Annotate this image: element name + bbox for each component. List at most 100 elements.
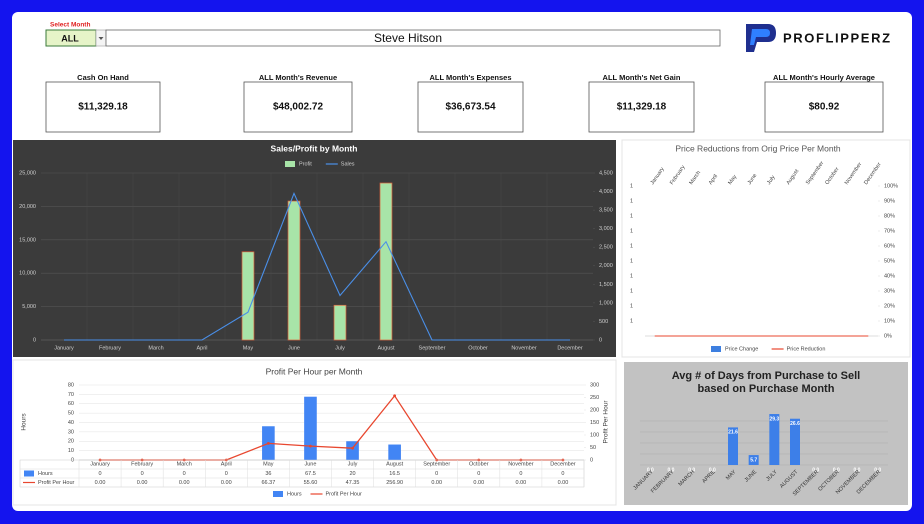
legend-label: Price Reduction — [787, 346, 826, 352]
y2-tick-label: 10% — [884, 318, 895, 324]
bar — [346, 441, 359, 460]
data-label: 0.0 — [854, 467, 861, 473]
table-header: August — [386, 461, 404, 467]
kpi-value: $11,329.18 — [617, 102, 667, 113]
table-cell: 0.00 — [516, 480, 527, 486]
y-tick-label: 1 — [630, 303, 633, 309]
bar — [769, 414, 780, 465]
x-tick-label: April — [708, 174, 719, 186]
table-cell: 0 — [225, 471, 228, 477]
y2-tick-label: 0% — [884, 333, 892, 339]
line-marker — [266, 442, 270, 445]
data-label: 29.3 — [769, 416, 779, 422]
legend-key — [273, 491, 283, 497]
data-label: 21.6 — [728, 430, 738, 436]
x-tick-label: April — [196, 345, 207, 351]
y2-tick-label: 0 — [590, 457, 593, 463]
table-header: February — [131, 461, 153, 467]
x-tick-label: June — [288, 345, 300, 351]
data-label: 0.0 — [709, 467, 716, 473]
x-tick-label: September — [419, 345, 446, 351]
table-cell: 0.00 — [95, 480, 106, 486]
table-cell: 0 — [519, 471, 522, 477]
y2-tick-label: 40% — [884, 273, 895, 279]
selected-month[interactable]: ALL — [61, 33, 79, 43]
y2-tick-label: 150 — [590, 420, 599, 426]
chart-panel — [621, 139, 911, 358]
y2-tick-label: 60% — [884, 243, 895, 249]
table-header: April — [221, 461, 232, 467]
kpi-label: ALL Month's Net Gain — [603, 73, 681, 82]
kpi-row: Cash On Hand $11,329.18 ALL Month's Revenu… — [45, 73, 884, 133]
legend-key — [711, 346, 721, 352]
kpi-value: $80.92 — [809, 102, 840, 113]
table-cell: 0.00 — [431, 480, 442, 486]
x-tick-label: November — [511, 345, 537, 351]
x-tick-label: July — [335, 345, 345, 351]
table-header: November — [508, 461, 534, 467]
y2-tick-label: 20% — [884, 303, 895, 309]
table-cell: 67.5 — [305, 471, 316, 477]
y2-tick-label: 3,000 — [599, 226, 613, 232]
y2-tick-label: 300 — [590, 382, 599, 388]
data-label: 26.6 — [790, 421, 800, 427]
y2-tick-label: 2,500 — [599, 245, 613, 251]
kpi-label: ALL Month's Expenses — [429, 73, 511, 82]
data-label: 0.0 — [668, 467, 675, 473]
legend-label: Profit — [299, 161, 312, 167]
y2-tick-label: 2,000 — [599, 263, 613, 269]
kpi-value: $48,002.72 — [273, 102, 323, 113]
y-axis-label: Hours — [21, 413, 28, 431]
y2-tick-label: 80% — [884, 213, 895, 219]
y2-tick-label: 50 — [590, 445, 596, 451]
chart-panel-gray — [624, 362, 908, 505]
kpi-box — [417, 81, 524, 133]
logo-text: PROFLIPPERZ — [783, 30, 892, 45]
data-label: 0.0 — [833, 467, 840, 473]
y-tick-label: 5,000 — [22, 304, 36, 310]
y-tick-label: 80 — [68, 382, 74, 388]
bar — [333, 304, 347, 341]
y-tick-label: 10,000 — [19, 271, 36, 277]
chart-title: Profit Per Hour per Month — [266, 366, 363, 376]
bar — [790, 418, 800, 465]
data-label: 0.0 — [647, 467, 654, 473]
x-tick-label: May — [727, 174, 738, 186]
table-row-label: Profit Per Hour — [38, 480, 75, 486]
table-header: May — [263, 461, 274, 467]
data-label: 5.7 — [750, 457, 757, 463]
y-tick-label: 1 — [630, 183, 633, 189]
x-tick-label: June — [747, 173, 759, 186]
y-tick-label: 10 — [68, 448, 74, 454]
y2-tick-label: 500 — [599, 319, 608, 325]
arrow-icon — [98, 37, 104, 40]
table-cell: 0.00 — [221, 480, 232, 486]
y-tick-label: 1 — [630, 198, 633, 204]
table-cell: 0 — [435, 471, 438, 477]
table-cell: 55.60 — [304, 480, 318, 486]
y-tick-label: 0 — [71, 457, 74, 463]
y2-tick-label: 4,500 — [599, 170, 613, 176]
kpi-box — [45, 81, 161, 133]
table-header: March — [177, 461, 192, 467]
bar — [287, 200, 301, 341]
data-label: 0.0 — [874, 467, 881, 473]
y-tick-label: 60 — [68, 401, 74, 407]
y-tick-label: 40 — [68, 420, 74, 426]
table-header: September — [423, 461, 450, 467]
bar — [241, 251, 255, 341]
kpi-value: $36,673.54 — [445, 102, 495, 113]
kpi-box — [243, 81, 353, 133]
table-header: December — [550, 461, 576, 467]
kpi-value: $11,329.18 — [78, 102, 128, 113]
bar — [388, 444, 401, 460]
x-tick-label: October — [468, 345, 488, 351]
chart-title: based on Purchase Month — [698, 383, 835, 395]
y-tick-label: 1 — [630, 288, 633, 294]
kpi-label: ALL Month's Hourly Average — [773, 73, 875, 82]
y2-axis-label: Profit Per Hour — [603, 400, 610, 444]
y-tick-label: 50 — [68, 411, 74, 417]
y2-tick-label: 70% — [884, 228, 895, 234]
y-tick-label: 1 — [630, 213, 633, 219]
